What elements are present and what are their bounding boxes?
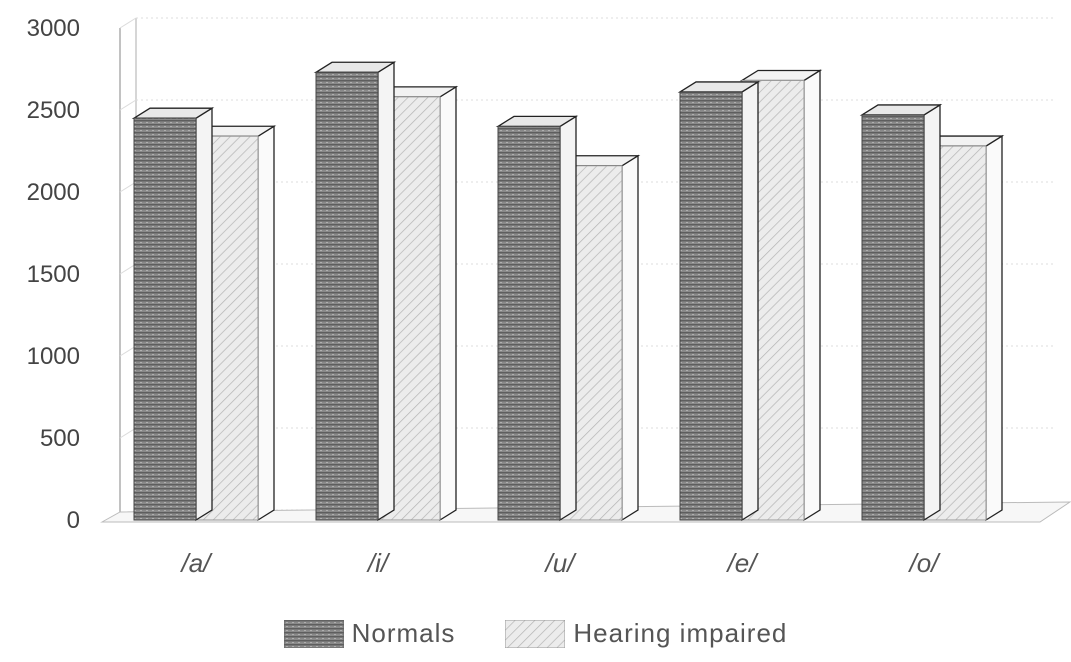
legend-label-normals: Normals — [351, 618, 456, 648]
bar-normals-0 — [131, 107, 215, 522]
y-axis-ticks: 0 500 1000 1500 2000 2500 3000 — [27, 15, 80, 534]
bar-front-normals — [315, 71, 379, 521]
bar-normals-2 — [495, 115, 579, 522]
y-tick-label: 2000 — [27, 179, 80, 206]
bar-front-normals — [679, 91, 743, 521]
bar-side-hearing-impaired — [621, 154, 639, 522]
bar-side-normals — [559, 115, 577, 522]
legend-item-normals: Normals — [283, 618, 456, 649]
bar-side-hearing-impaired — [257, 125, 275, 522]
y-tick-label: 3000 — [27, 15, 80, 42]
gridline-depth — [119, 263, 137, 275]
y-tick-label: 0 — [67, 507, 80, 534]
bar-side-normals — [741, 80, 759, 522]
bar-side-normals — [377, 61, 395, 522]
legend-item-hearing-impaired: Hearing impaired — [505, 618, 787, 649]
bar-side-hearing-impaired — [803, 69, 821, 522]
bar-side-normals — [195, 107, 213, 522]
x-category-label: /e/ — [726, 548, 760, 578]
x-category-label: /u/ — [544, 548, 578, 578]
legend-swatch-normals — [283, 619, 344, 648]
legend-label-hearing-impaired: Hearing impaired — [573, 618, 788, 648]
x-category-label: /o/ — [908, 548, 942, 578]
bar-normals-4 — [859, 103, 943, 522]
bar-normals-1 — [313, 61, 397, 522]
bar-side-hearing-impaired — [985, 134, 1003, 522]
x-axis-categories: /a/ /i/ /u/ /e/ /o/ — [180, 548, 942, 578]
x-category-label: /i/ — [366, 548, 391, 578]
y-tick-label: 1500 — [27, 261, 80, 288]
y-tick-label: 2500 — [27, 97, 80, 124]
bar-front-normals — [497, 125, 561, 521]
y-tick-label: 1000 — [27, 343, 80, 370]
bar-front-normals — [861, 114, 925, 521]
bar-side-normals — [923, 103, 941, 522]
legend: Normals Hearing impaired — [0, 618, 1071, 649]
gridline-depth — [119, 17, 137, 29]
bar-normals-3 — [677, 80, 761, 522]
gridline-depth — [119, 345, 137, 357]
gridline-depth — [119, 181, 137, 193]
bar-side-hearing-impaired — [439, 85, 457, 522]
legend-swatch-hearing-impaired — [505, 619, 566, 648]
bar-chart: 0 500 1000 1500 2000 2500 3000 /a/ /i/ /u/ /e/ /o/ — [27, 15, 1071, 578]
y-tick-label: 500 — [40, 425, 80, 452]
gridline-depth — [119, 99, 137, 111]
gridline-depth — [119, 427, 137, 439]
x-category-label: /a/ — [180, 548, 214, 578]
bar-front-normals — [133, 117, 197, 521]
bars — [131, 61, 1005, 522]
